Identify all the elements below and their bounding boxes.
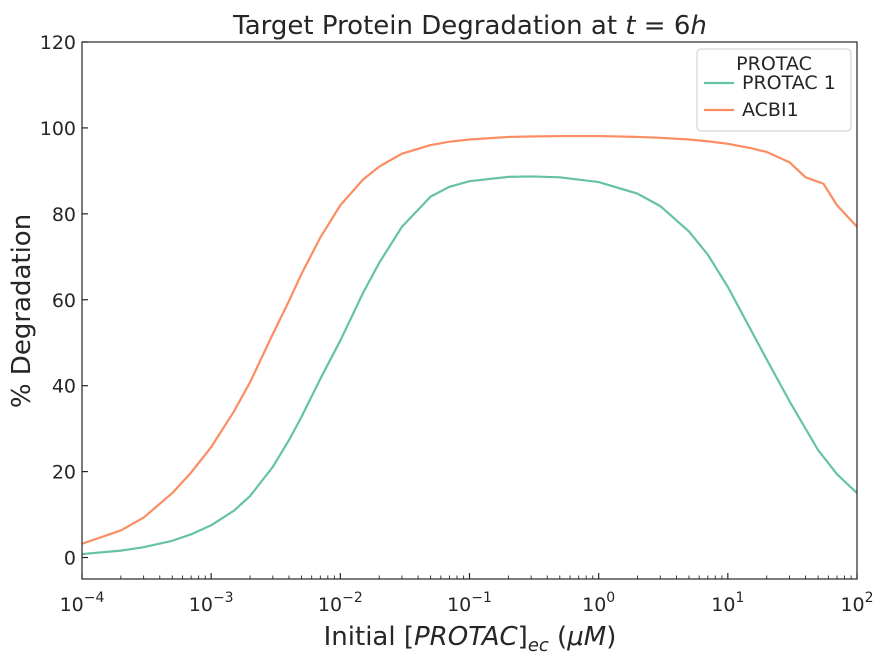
legend-title: PROTAC xyxy=(736,53,812,75)
x-tick-label: 10−3 xyxy=(189,590,234,616)
y-tick-label: 100 xyxy=(40,118,76,140)
y-tick-label: 0 xyxy=(64,548,76,570)
y-tick-label: 80 xyxy=(52,204,76,226)
x-tick-label: 102 xyxy=(840,590,873,616)
legend-box xyxy=(696,48,852,132)
legend: PROTAC PROTAC 1 ACBI1 xyxy=(696,48,852,132)
y-tick-label: 120 xyxy=(40,32,76,54)
legend-entries: PROTAC 1 ACBI1 xyxy=(704,72,836,121)
series-line-0 xyxy=(82,175,857,556)
x-axis-ticks: 10−4 10−3 10−2 10−1 100 101 102 xyxy=(60,573,874,616)
x-axis-title: Initial [PROTAC]ec (μM) xyxy=(324,622,617,656)
x-axis-minor-ticks xyxy=(120,575,852,579)
y-tick-label: 40 xyxy=(52,376,76,398)
x-tick-label: 100 xyxy=(582,590,615,616)
legend-label-0: PROTAC 1 xyxy=(742,72,836,94)
chart-title: Target Protein Degradation at t = 6h xyxy=(232,11,707,41)
series-layer xyxy=(82,134,857,556)
legend-label-1: ACBI1 xyxy=(742,99,799,121)
x-tick-label: 10−1 xyxy=(447,590,492,616)
y-tick-label: 60 xyxy=(52,290,76,312)
y-axis-ticks: 0 20 40 60 80 100 120 xyxy=(40,32,88,570)
x-tick-label: 10−4 xyxy=(60,590,105,616)
y-axis-title: % Degradation xyxy=(7,214,37,408)
x-tick-label: 101 xyxy=(711,590,744,616)
x-tick-label: 10−2 xyxy=(318,590,363,616)
series-line-1 xyxy=(82,134,857,545)
y-tick-label: 20 xyxy=(52,462,76,484)
